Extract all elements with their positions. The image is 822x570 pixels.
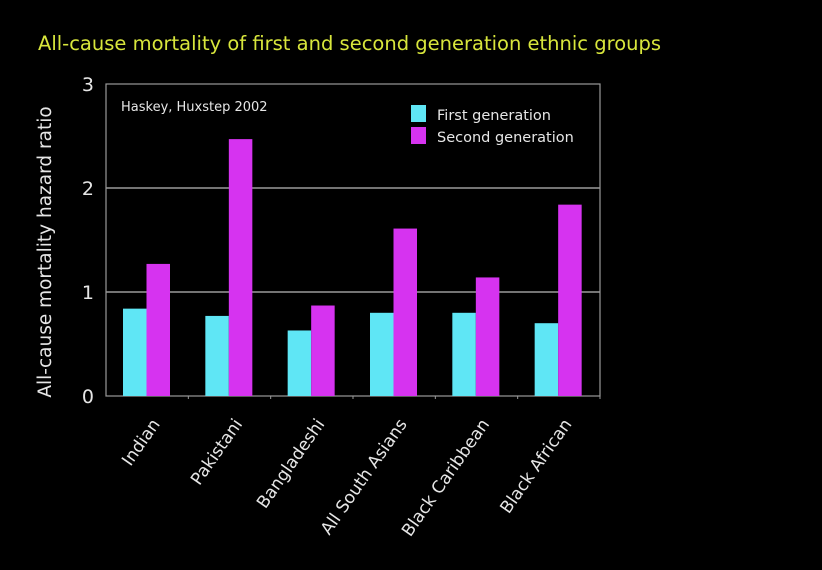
bar-second-generation <box>228 139 253 396</box>
bar-second-generation <box>475 277 500 396</box>
bar-first-generation <box>123 308 147 396</box>
y-tick-label: 0 <box>82 386 94 408</box>
bar-first-generation <box>534 323 559 396</box>
bar-second-generation <box>393 228 417 396</box>
bar-first-generation <box>452 312 476 396</box>
legend-swatch <box>411 127 426 144</box>
y-tick-label: 3 <box>82 74 94 96</box>
legend-label: First generation <box>437 108 551 124</box>
bar-first-generation <box>287 330 312 396</box>
x-tick-label: Black African <box>497 415 577 517</box>
x-tick-label: Bangladeshi <box>253 415 329 512</box>
chart-title: All-cause mortality of first and second … <box>38 32 662 55</box>
x-tick-label: Pakistani <box>187 415 247 489</box>
bar-first-generation <box>370 312 394 396</box>
x-tick-label: Indian <box>118 415 164 469</box>
bar-second-generation <box>311 305 335 396</box>
legend-label: Second generation <box>437 130 574 146</box>
bar-second-generation <box>146 263 170 396</box>
bar-first-generation <box>205 315 229 396</box>
y-tick-label: 1 <box>82 282 94 304</box>
y-tick-label: 2 <box>82 178 94 200</box>
bar-second-generation <box>558 204 582 396</box>
x-tick-label: All South Asians <box>317 415 412 538</box>
legend-swatch <box>411 105 426 122</box>
y-axis-label: All-cause mortality hazard ratio <box>35 106 56 397</box>
source-annotation: Haskey, Huxstep 2002 <box>121 100 268 115</box>
x-tick-label: Black Caribbean <box>398 415 494 540</box>
